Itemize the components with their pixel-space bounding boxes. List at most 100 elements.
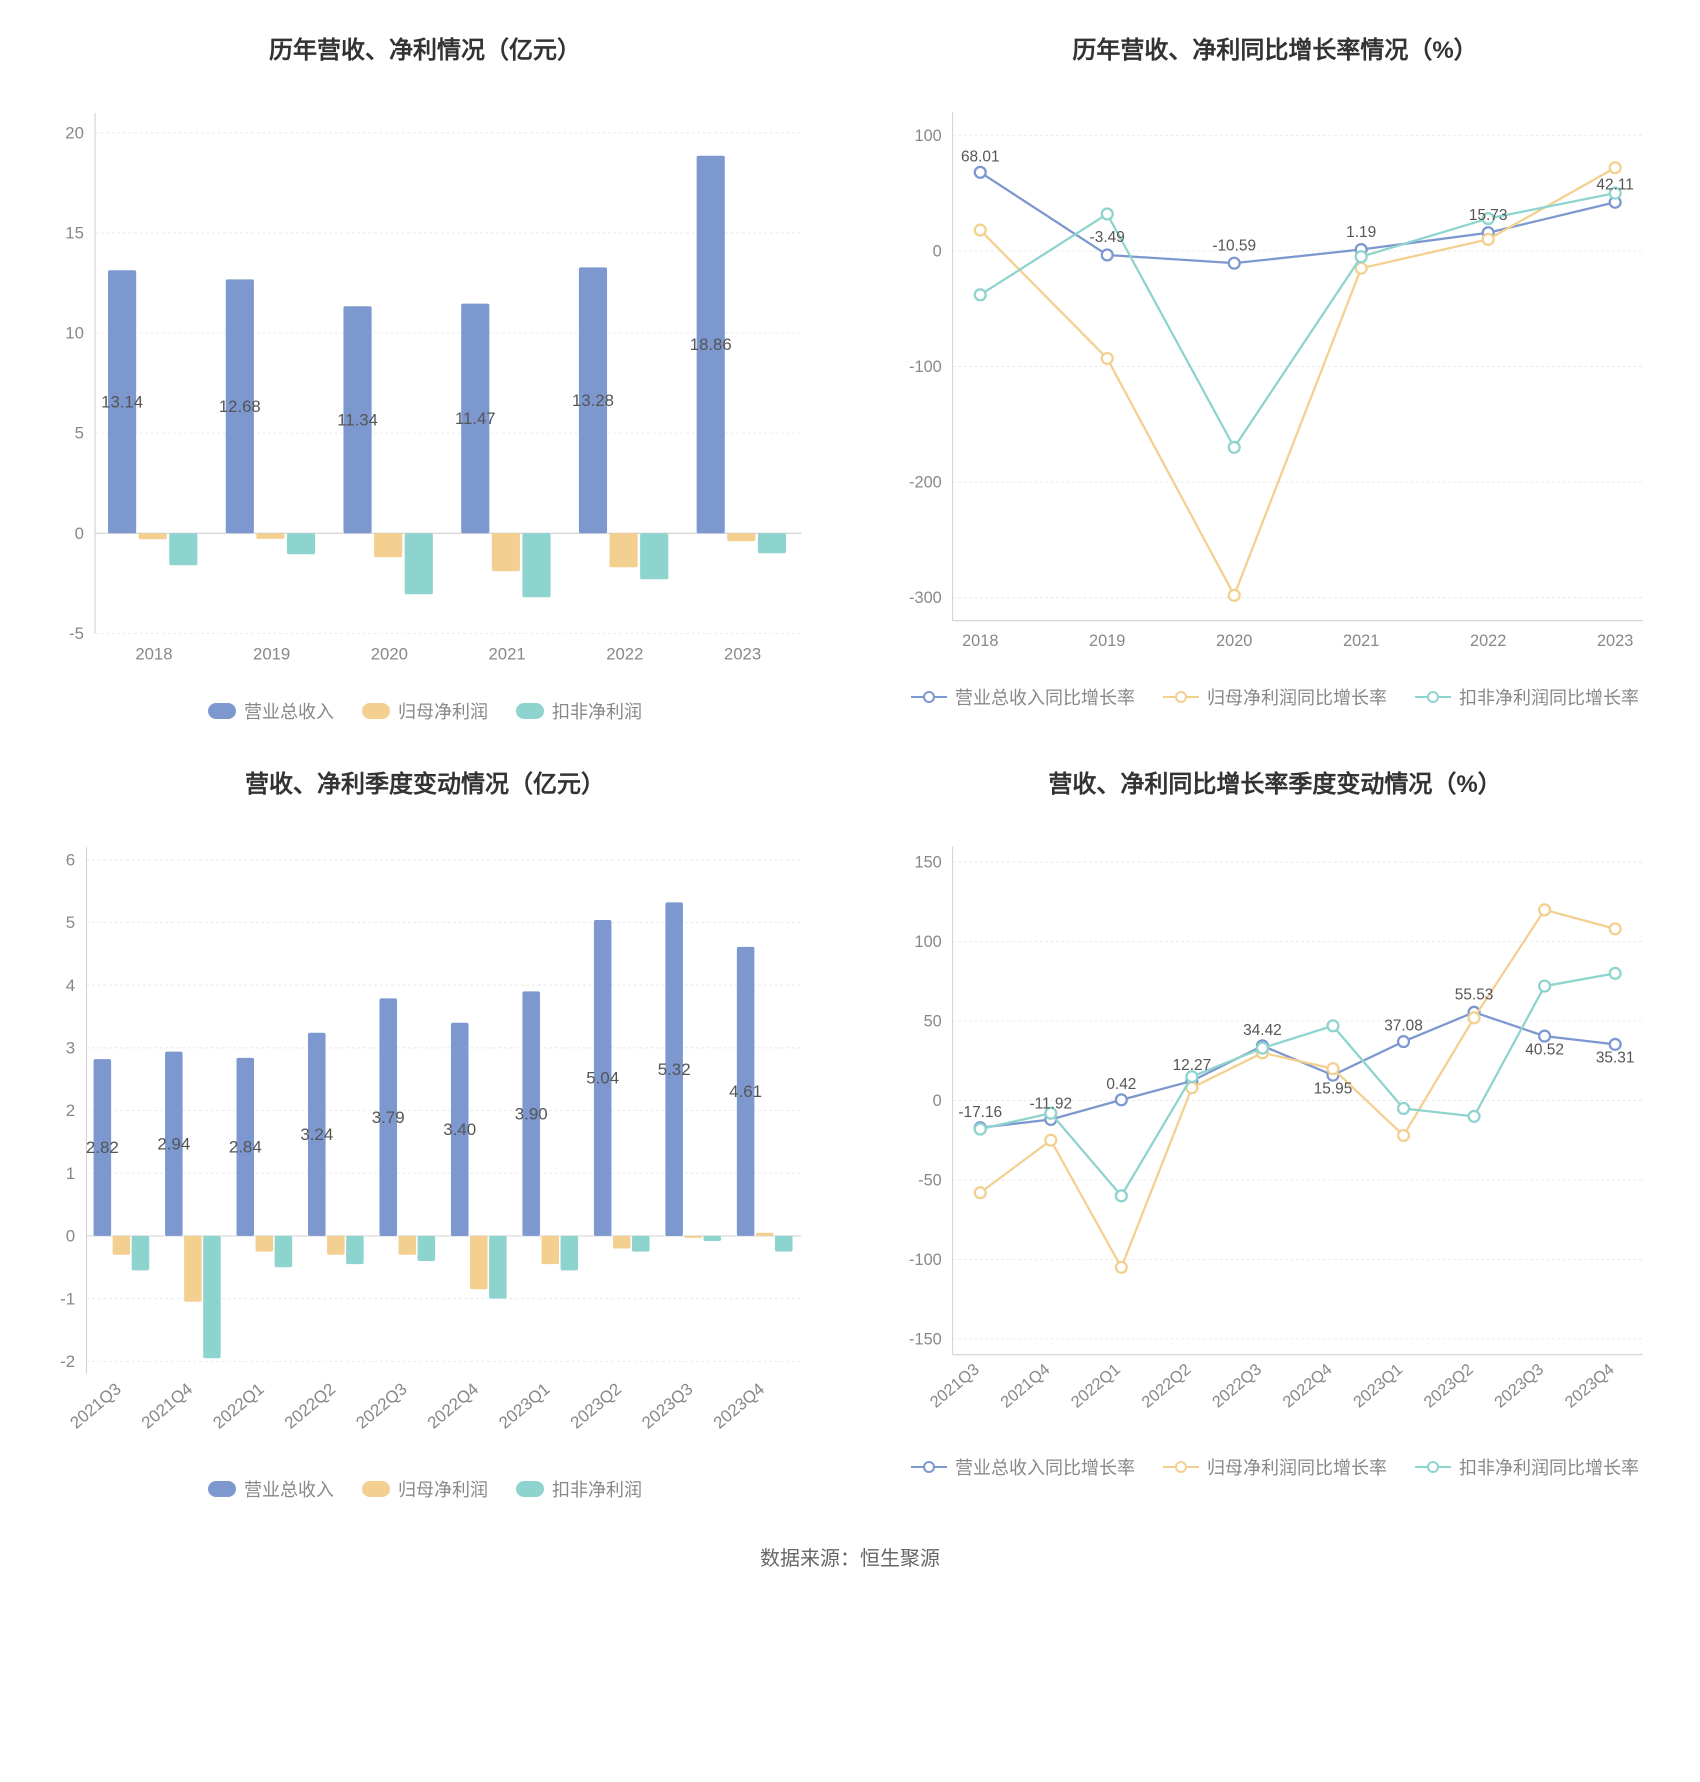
svg-text:10: 10 [65, 324, 84, 343]
svg-text:150: 150 [914, 853, 941, 871]
svg-text:2023Q2: 2023Q2 [567, 1379, 625, 1432]
svg-text:20: 20 [65, 123, 84, 142]
svg-text:3.79: 3.79 [372, 1108, 405, 1127]
legend-item: 营业总收入同比增长率 [911, 684, 1135, 710]
svg-text:4: 4 [66, 976, 75, 995]
svg-text:-100: -100 [909, 358, 942, 376]
svg-text:2021Q3: 2021Q3 [66, 1379, 124, 1432]
legend-item: 营业总收入 [208, 1476, 334, 1502]
svg-text:2019: 2019 [1089, 632, 1125, 650]
svg-text:2.82: 2.82 [86, 1138, 119, 1157]
svg-text:3.40: 3.40 [443, 1120, 476, 1139]
svg-text:2023Q4: 2023Q4 [710, 1379, 768, 1432]
legend-label: 营业总收入同比增长率 [955, 1454, 1135, 1480]
legend-label: 归母净利润 [398, 1476, 488, 1502]
svg-text:2.84: 2.84 [229, 1137, 262, 1156]
svg-text:2023Q3: 2023Q3 [1491, 1360, 1547, 1411]
legend-item: 扣非净利润 [516, 698, 642, 724]
svg-text:2021Q4: 2021Q4 [997, 1360, 1053, 1411]
svg-text:2021Q4: 2021Q4 [138, 1379, 196, 1432]
svg-text:18.86: 18.86 [690, 335, 732, 354]
legend-label: 营业总收入同比增长率 [955, 684, 1135, 710]
svg-text:0.42: 0.42 [1106, 1076, 1136, 1093]
svg-text:2018: 2018 [962, 632, 998, 650]
chart1-title: 历年营收、净利情况（亿元） [269, 30, 581, 65]
svg-text:2018: 2018 [135, 644, 172, 663]
svg-text:1: 1 [66, 1164, 75, 1183]
legend-item: 归母净利润 [362, 1476, 488, 1502]
svg-text:5: 5 [75, 424, 84, 443]
svg-text:-5: -5 [69, 624, 84, 643]
svg-text:13.14: 13.14 [101, 392, 143, 411]
svg-text:2020: 2020 [371, 644, 408, 663]
svg-text:-1: -1 [60, 1289, 75, 1308]
chart3-bar: -2-101234562.822.942.843.243.793.403.905… [30, 819, 820, 1459]
svg-text:11.47: 11.47 [455, 409, 496, 428]
svg-text:2021: 2021 [488, 644, 525, 663]
panel-annual-growth: 历年营收、净利同比增长率情况（%） -300-200-100010068.01-… [880, 30, 1670, 724]
svg-text:100: 100 [914, 933, 941, 951]
legend-item: 扣非净利润同比增长率 [1415, 684, 1639, 710]
svg-text:55.53: 55.53 [1455, 986, 1494, 1003]
svg-text:6: 6 [66, 850, 75, 869]
chart1-bar: -50510152013.1412.6811.3411.4713.2818.86… [30, 85, 820, 680]
chart2-legend: 营业总收入同比增长率 归母净利润同比增长率 扣非净利润同比增长率 [911, 684, 1639, 710]
svg-text:2022: 2022 [606, 644, 643, 663]
svg-text:2022Q4: 2022Q4 [1279, 1360, 1335, 1411]
svg-text:2023Q2: 2023Q2 [1421, 1360, 1477, 1411]
legend-label: 扣非净利润同比增长率 [1459, 684, 1639, 710]
legend-item: 扣非净利润 [516, 1476, 642, 1502]
svg-text:2023: 2023 [724, 644, 761, 663]
svg-text:-3.49: -3.49 [1090, 229, 1125, 246]
svg-text:2019: 2019 [253, 644, 290, 663]
svg-text:-100: -100 [909, 1251, 942, 1269]
svg-text:5.32: 5.32 [658, 1060, 691, 1079]
svg-text:2022Q4: 2022Q4 [424, 1379, 482, 1432]
svg-text:1.19: 1.19 [1346, 224, 1376, 241]
svg-text:2022Q3: 2022Q3 [352, 1379, 410, 1432]
svg-text:2023Q3: 2023Q3 [638, 1379, 696, 1432]
chart4-legend: 营业总收入同比增长率 归母净利润同比增长率 扣非净利润同比增长率 [911, 1454, 1639, 1480]
svg-text:35.31: 35.31 [1596, 1049, 1635, 1066]
chart2-line: -300-200-100010068.01-3.49-10.591.1915.7… [880, 85, 1670, 666]
svg-text:2021: 2021 [1343, 632, 1379, 650]
svg-text:-200: -200 [909, 474, 942, 492]
chart4-title: 营收、净利同比增长率季度变动情况（%） [1048, 764, 1501, 799]
svg-text:40.52: 40.52 [1525, 1041, 1564, 1058]
svg-text:100: 100 [915, 127, 942, 145]
legend-item: 归母净利润同比增长率 [1163, 684, 1387, 710]
svg-text:12.27: 12.27 [1173, 1057, 1212, 1074]
svg-text:2022Q2: 2022Q2 [281, 1379, 339, 1432]
legend-label: 扣非净利润 [552, 1476, 642, 1502]
svg-text:-10.59: -10.59 [1212, 237, 1256, 254]
chart3-legend: 营业总收入 归母净利润 扣非净利润 [208, 1476, 642, 1502]
legend-label: 扣非净利润同比增长率 [1459, 1454, 1639, 1480]
panel-quarterly-growth: 营收、净利同比增长率季度变动情况（%） -150-100-50050100150… [880, 764, 1670, 1503]
svg-text:-17.16: -17.16 [958, 1104, 1002, 1121]
chart1-legend: 营业总收入 归母净利润 扣非净利润 [208, 698, 642, 724]
legend-label: 营业总收入 [244, 1476, 334, 1502]
legend-item: 归母净利润 [362, 698, 488, 724]
svg-text:-50: -50 [918, 1171, 942, 1189]
svg-text:0: 0 [75, 524, 84, 543]
svg-text:12.68: 12.68 [219, 397, 261, 416]
svg-text:2023Q1: 2023Q1 [1350, 1360, 1406, 1411]
svg-text:-300: -300 [909, 589, 942, 607]
svg-text:50: 50 [924, 1012, 942, 1030]
data-source: 数据来源：恒生聚源 [30, 1542, 1670, 1571]
svg-text:5: 5 [66, 913, 75, 932]
legend-label: 归母净利润同比增长率 [1207, 1454, 1387, 1480]
svg-text:15.73: 15.73 [1469, 207, 1508, 224]
svg-text:2022Q3: 2022Q3 [1209, 1360, 1265, 1411]
svg-text:15.95: 15.95 [1314, 1080, 1353, 1097]
chart2-title: 历年营收、净利同比增长率情况（%） [1072, 30, 1477, 65]
legend-label: 归母净利润同比增长率 [1207, 684, 1387, 710]
svg-text:2.94: 2.94 [157, 1134, 190, 1153]
svg-text:3: 3 [66, 1038, 75, 1057]
svg-text:-11.92: -11.92 [1029, 1095, 1072, 1112]
chart3-title: 营收、净利季度变动情况（亿元） [245, 764, 605, 799]
svg-text:2021Q3: 2021Q3 [927, 1360, 983, 1411]
legend-item: 营业总收入 [208, 698, 334, 724]
svg-text:2023Q1: 2023Q1 [495, 1379, 553, 1432]
svg-text:68.01: 68.01 [961, 148, 1000, 165]
